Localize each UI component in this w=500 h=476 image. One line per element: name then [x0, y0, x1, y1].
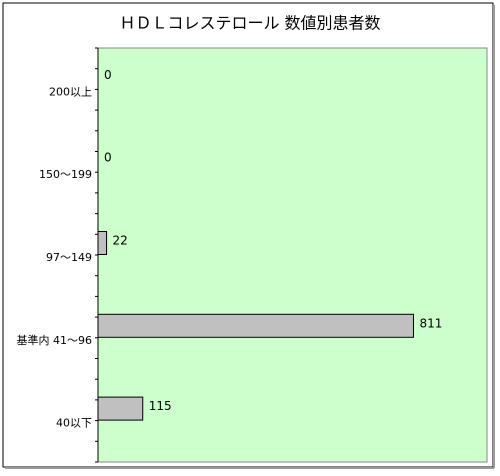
y-tick-label: 97～149 [46, 251, 92, 264]
plot-area [97, 47, 488, 463]
value-label: 115 [149, 399, 172, 413]
y-tick-label: 40以下 [56, 417, 92, 430]
value-label: 0 [104, 151, 112, 165]
y-tick-label: 200以上 [49, 85, 92, 98]
value-label: 22 [113, 234, 128, 248]
bar [97, 231, 108, 255]
bar [97, 396, 144, 421]
y-tick-label: 基準内 41～96 [17, 333, 93, 347]
value-label: 811 [419, 316, 442, 330]
bar [97, 313, 414, 338]
y-tick-label: 150～199 [39, 168, 92, 181]
chart-title: ＨＤＬコレステロール 数値別患者数 [119, 14, 380, 33]
value-label: 0 [104, 68, 112, 82]
